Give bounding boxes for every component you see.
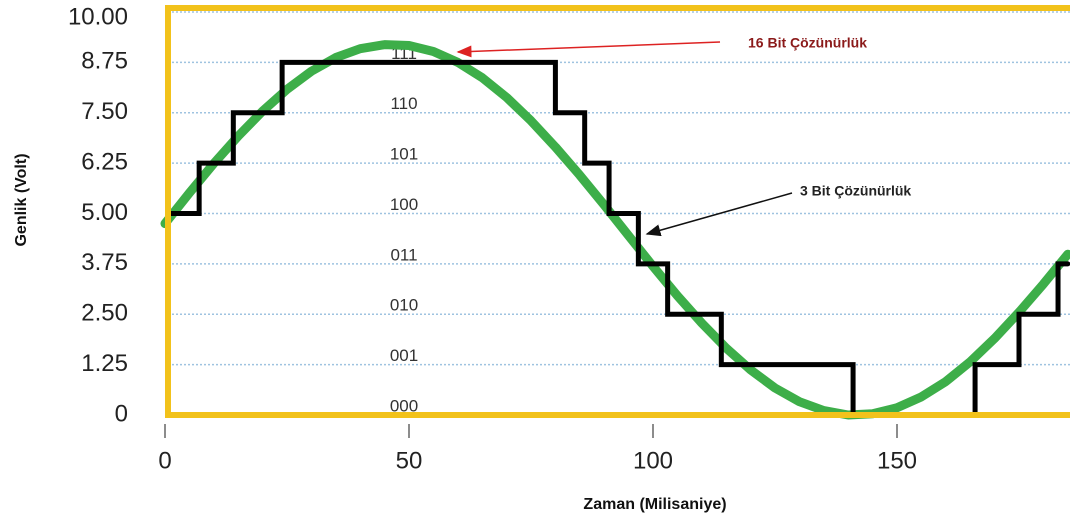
code-label: 000 <box>390 396 418 415</box>
y-tick-label: 2.50 <box>81 300 128 327</box>
annotation: 3 Bit Çözünürlük <box>800 183 911 199</box>
y-tick-label: 5.00 <box>81 199 128 226</box>
x-tick-label: 0 <box>158 447 171 474</box>
y-axis-label: Genlik (Volt) <box>13 153 30 246</box>
y-tick-label: 3.75 <box>81 249 128 276</box>
x-axis-label: Zaman (Milisaniye) <box>583 496 726 513</box>
y-tick-label: 0 <box>115 400 128 427</box>
x-tick-label: 150 <box>877 447 917 474</box>
y-tick-label: 1.25 <box>81 350 128 377</box>
plot-border <box>165 5 1070 418</box>
series-line <box>167 59 1070 418</box>
code-label: 110 <box>390 94 417 113</box>
annotation: 16 Bit Çözünürlük <box>748 35 867 51</box>
code-label: 100 <box>390 195 418 214</box>
series-line <box>160 40 1070 420</box>
y-tick-label: 6.25 <box>81 148 128 175</box>
y-tick-label: 7.50 <box>81 98 128 125</box>
x-tick-label: 100 <box>633 447 673 474</box>
x-tick-label: 50 <box>396 447 423 474</box>
annotation-arrow <box>456 41 721 58</box>
code-label: 101 <box>390 145 418 164</box>
code-label: 011 <box>390 245 417 264</box>
y-tick-label: 8.75 <box>81 48 128 75</box>
y-tick-label: 10.00 <box>68 3 128 30</box>
code-label: 001 <box>390 346 418 365</box>
code-label: 010 <box>390 296 418 315</box>
annotation-arrow <box>645 192 793 237</box>
